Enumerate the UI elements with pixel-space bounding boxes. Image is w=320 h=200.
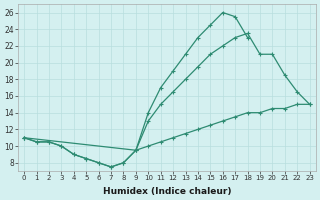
- X-axis label: Humidex (Indice chaleur): Humidex (Indice chaleur): [103, 187, 231, 196]
